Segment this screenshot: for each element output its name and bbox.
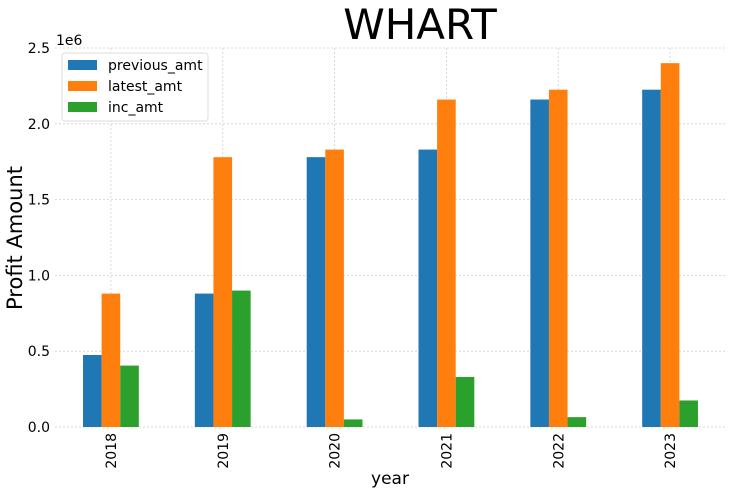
x-tick-label: 2021 — [439, 433, 455, 469]
y-tick-label: 2.5 — [28, 41, 50, 57]
y-tick-label: 0.5 — [28, 344, 50, 360]
x-axis-ticks: 2018 2019 2020 2021 2022 2023 — [104, 433, 679, 469]
y-tick-label: 1.0 — [28, 268, 50, 284]
y-axis-ticks: 0.0 0.5 1.0 1.5 2.0 2.5 — [28, 41, 50, 436]
y-offset-label: 1e6 — [56, 33, 83, 49]
x-axis-title: year — [371, 469, 409, 489]
chart-title: WHART — [343, 0, 497, 49]
bar — [101, 293, 121, 427]
x-tick-label: 2018 — [104, 433, 120, 469]
bar — [679, 400, 698, 427]
y-axis-title: Profit Amount — [3, 166, 27, 310]
x-tick-label: 2020 — [328, 433, 344, 469]
bar — [232, 290, 251, 427]
legend-label: latest_amt — [108, 79, 183, 95]
legend-label: inc_amt — [108, 100, 164, 116]
bar — [306, 157, 326, 428]
bar — [343, 419, 363, 427]
bar — [530, 99, 549, 427]
bar — [418, 149, 438, 427]
bar — [213, 157, 233, 428]
bar — [437, 99, 456, 427]
x-tick-label: 2023 — [663, 433, 679, 469]
legend: previous_amt latest_amt inc_amt — [61, 52, 209, 122]
legend-box — [61, 52, 209, 122]
x-tick-label: 2022 — [551, 433, 567, 469]
bar — [455, 376, 475, 427]
bar — [548, 89, 568, 427]
x-tick-label: 2019 — [216, 433, 232, 469]
y-tick-label: 0.0 — [28, 420, 50, 436]
legend-label: previous_amt — [108, 58, 203, 74]
bar — [83, 354, 102, 427]
bar — [642, 89, 661, 427]
legend-swatch — [68, 102, 97, 112]
bars — [83, 63, 698, 428]
legend-swatch — [68, 81, 97, 91]
bar — [660, 63, 680, 427]
y-tick-label: 1.5 — [28, 193, 50, 209]
bar — [325, 149, 344, 427]
legend-swatch — [68, 60, 97, 70]
bar — [567, 417, 587, 427]
y-tick-label: 2.0 — [28, 117, 50, 133]
bar — [194, 293, 214, 427]
bar — [120, 365, 139, 427]
